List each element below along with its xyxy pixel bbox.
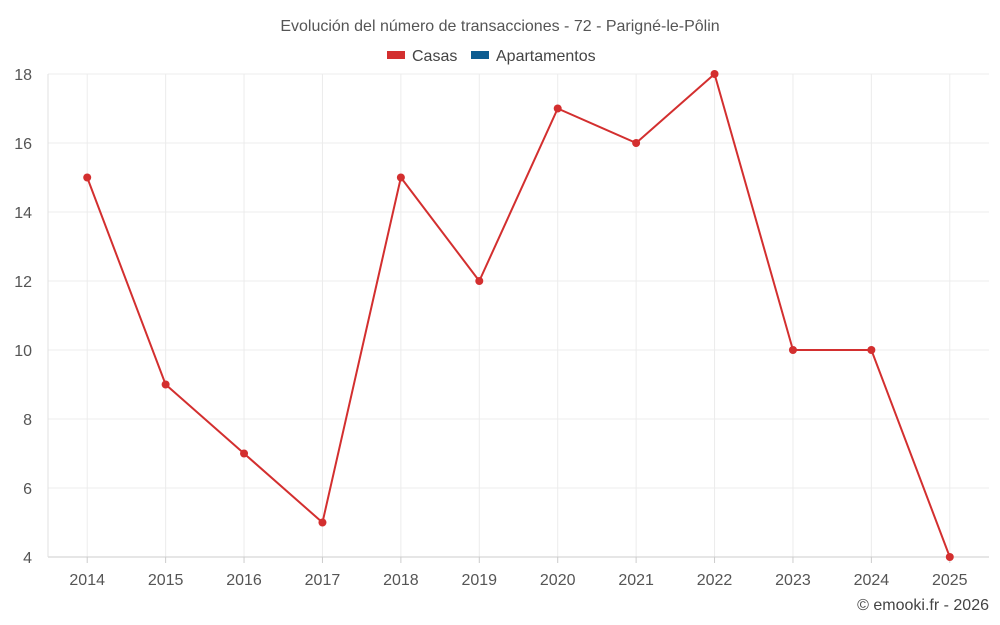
x-axis-ticks: 2014 2015 2016 2017 2018 2019 2020 2021 2022 2023… xyxy=(69,572,967,589)
axes xyxy=(47,74,989,563)
data-point-casas[interactable] xyxy=(710,70,719,78)
x-tick-label: 2025 xyxy=(932,572,968,589)
data-point-casas[interactable] xyxy=(318,518,327,527)
y-tick-label: 16 xyxy=(14,136,32,153)
x-tick-label: 2021 xyxy=(618,572,654,589)
x-tick-label: 2019 xyxy=(461,572,497,589)
y-tick-label: 4 xyxy=(23,550,32,567)
credit-text: © emooki.fr - 2026 xyxy=(857,597,989,614)
x-tick-label: 2018 xyxy=(383,572,419,589)
x-tick-label: 2023 xyxy=(775,572,811,589)
y-tick-label: 18 xyxy=(14,67,32,84)
legend-label-casas: Casas xyxy=(412,48,457,65)
x-tick-label: 2017 xyxy=(305,572,341,589)
legend: Casas Apartamentos xyxy=(387,48,596,65)
data-point-casas[interactable] xyxy=(945,553,954,561)
data-point-casas[interactable] xyxy=(161,380,170,389)
x-tick-label: 2014 xyxy=(69,572,105,589)
y-tick-label: 12 xyxy=(14,274,32,291)
data-point-casas[interactable] xyxy=(240,449,249,458)
y-tick-label: 10 xyxy=(14,343,32,360)
data-point-casas[interactable] xyxy=(632,139,641,147)
x-tick-label: 2020 xyxy=(540,572,576,589)
y-axis-ticks: 4 6 8 10 12 14 16 18 xyxy=(14,67,32,567)
legend-item-casas[interactable]: Casas xyxy=(387,48,457,65)
data-point-casas[interactable] xyxy=(396,173,405,182)
x-tick-label: 2022 xyxy=(697,572,733,589)
legend-item-apartamentos[interactable]: Apartamentos xyxy=(471,48,596,65)
series-casas xyxy=(83,70,954,561)
y-tick-label: 6 xyxy=(23,481,32,498)
series-line-casas xyxy=(86,73,951,558)
data-point-casas[interactable] xyxy=(475,277,484,285)
legend-swatch-apartamentos xyxy=(471,51,489,59)
gridlines xyxy=(48,73,989,557)
y-tick-label: 8 xyxy=(23,412,32,429)
x-tick-label: 2024 xyxy=(854,572,890,589)
legend-swatch-casas xyxy=(387,51,405,59)
data-point-casas[interactable] xyxy=(788,346,797,354)
x-tick-label: 2015 xyxy=(148,572,184,589)
data-point-casas[interactable] xyxy=(553,104,562,113)
legend-label-apartamentos: Apartamentos xyxy=(496,48,596,65)
x-tick-label: 2016 xyxy=(226,572,262,589)
data-point-casas[interactable] xyxy=(867,346,876,354)
chart-title: Evolución del número de transacciones - … xyxy=(280,18,719,35)
y-tick-label: 14 xyxy=(14,205,32,222)
data-point-casas[interactable] xyxy=(83,173,92,182)
